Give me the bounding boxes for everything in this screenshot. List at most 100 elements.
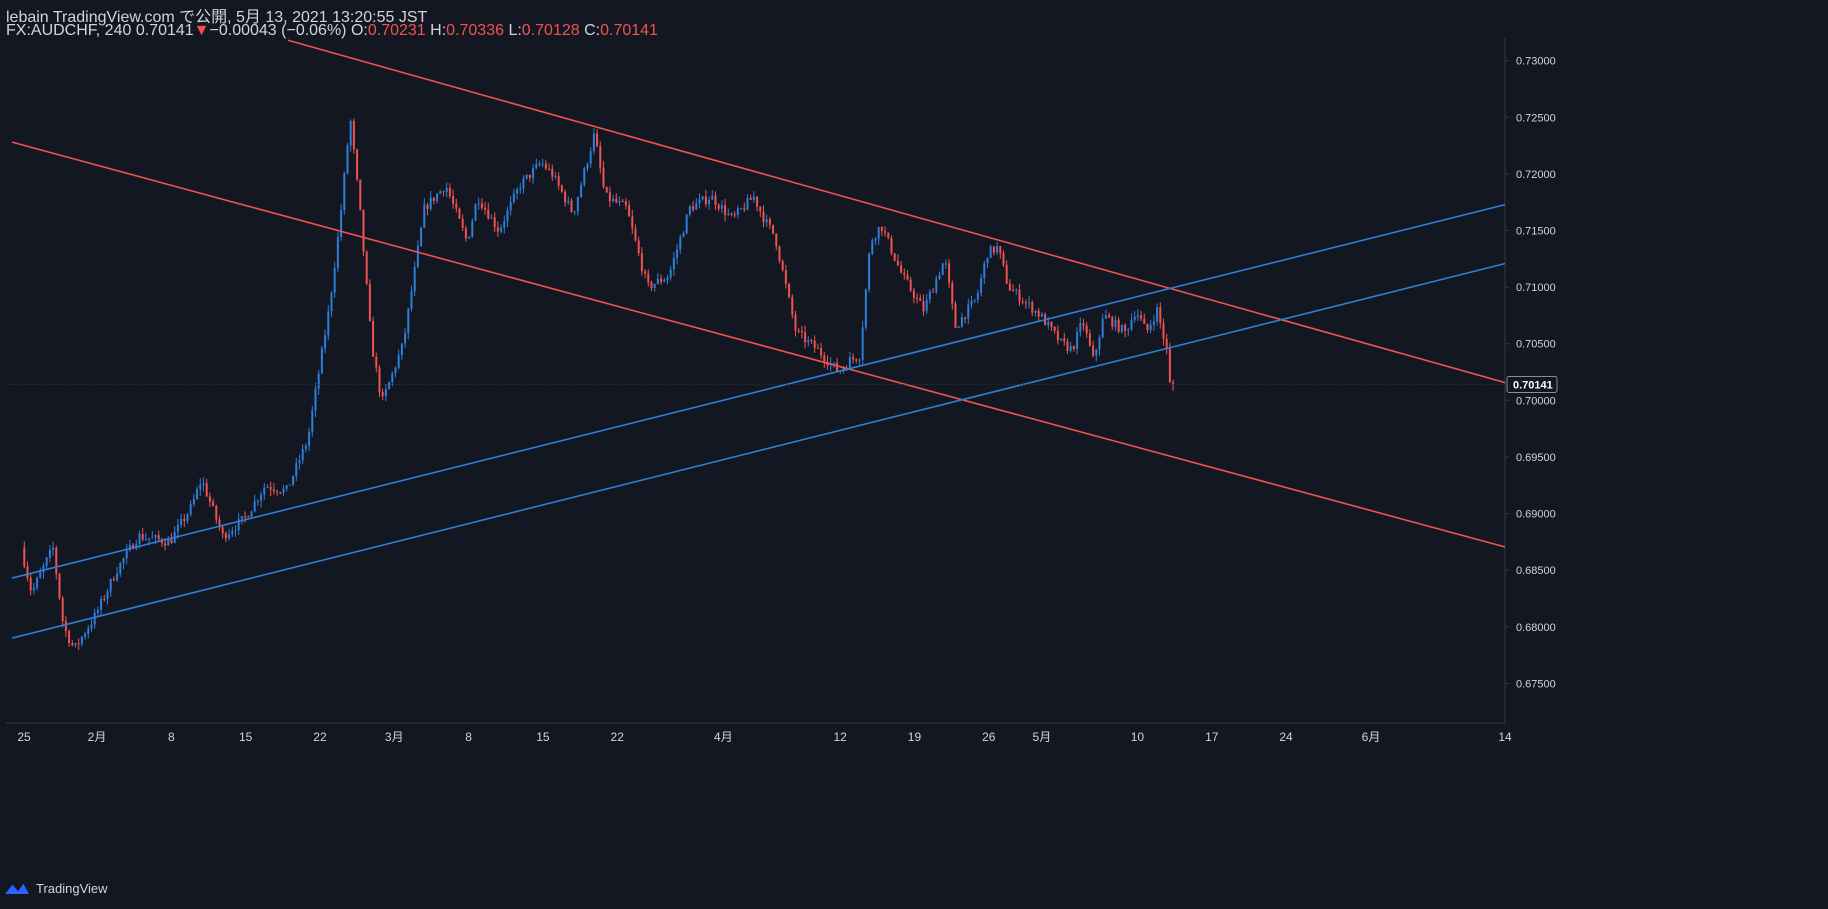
candle-body bbox=[688, 206, 691, 215]
trendline-blue[interactable] bbox=[11, 260, 1520, 639]
candle-body bbox=[42, 565, 45, 573]
candle-body bbox=[362, 209, 365, 252]
candle-body bbox=[237, 519, 240, 531]
candle-body bbox=[944, 263, 947, 265]
candle-body bbox=[506, 210, 509, 222]
candle-body bbox=[800, 330, 803, 333]
candle-body bbox=[1079, 323, 1082, 332]
y-tick-label: 0.69000 bbox=[1516, 509, 1556, 521]
last-price: 0.70141 bbox=[135, 22, 194, 39]
x-tick-label: 15 bbox=[536, 730, 550, 744]
candle-body bbox=[224, 533, 227, 539]
candle-body bbox=[1140, 315, 1143, 319]
candle-body bbox=[474, 204, 477, 221]
candle-body bbox=[234, 530, 237, 532]
candle-body bbox=[960, 317, 963, 327]
candle-body bbox=[426, 204, 429, 209]
candle-body bbox=[743, 208, 746, 210]
candle-body bbox=[394, 367, 397, 374]
candle-body bbox=[320, 348, 323, 374]
candle-body bbox=[804, 332, 807, 343]
candle-body bbox=[852, 357, 855, 360]
candle-body bbox=[349, 120, 352, 146]
candle-body bbox=[874, 238, 877, 241]
candle-body bbox=[496, 227, 499, 232]
candle-body bbox=[455, 203, 458, 209]
candle-body bbox=[304, 445, 307, 449]
candle-body bbox=[1143, 318, 1146, 324]
candle-body bbox=[685, 214, 688, 234]
candle-body bbox=[1031, 302, 1034, 313]
candle-body bbox=[733, 214, 736, 216]
candle-body bbox=[746, 198, 749, 210]
candle-body bbox=[1130, 319, 1133, 330]
candle-body bbox=[890, 237, 893, 254]
candle-body bbox=[231, 531, 234, 535]
candle-body bbox=[717, 205, 720, 209]
candle-body bbox=[400, 343, 403, 356]
candle-body bbox=[1050, 321, 1053, 327]
candle-body bbox=[333, 268, 336, 293]
candle-body bbox=[948, 263, 951, 283]
candle-body bbox=[868, 253, 871, 290]
candle-body bbox=[957, 326, 960, 328]
candle-body bbox=[615, 198, 618, 203]
candle-body bbox=[925, 299, 928, 312]
candle-body bbox=[493, 217, 496, 228]
trendline-red[interactable] bbox=[287, 39, 1520, 386]
candle-body bbox=[519, 188, 522, 190]
candle-body bbox=[132, 544, 135, 549]
candle-body bbox=[1040, 314, 1043, 317]
candle-body bbox=[480, 203, 483, 209]
candle-body bbox=[90, 624, 93, 629]
candle-body bbox=[103, 598, 106, 600]
trendline-red[interactable] bbox=[11, 141, 1520, 551]
candle-body bbox=[1101, 318, 1104, 338]
candle-body bbox=[439, 191, 442, 194]
candle-body bbox=[596, 133, 599, 147]
candle-body bbox=[541, 163, 544, 165]
candle-body bbox=[781, 260, 784, 270]
candle-body bbox=[1063, 338, 1066, 342]
candle-body bbox=[250, 511, 253, 518]
candle-body bbox=[759, 206, 762, 212]
candle-body bbox=[317, 373, 320, 389]
candle-body bbox=[1018, 289, 1021, 302]
candle-body bbox=[346, 145, 349, 174]
candle-body bbox=[599, 146, 602, 168]
candle-body bbox=[727, 213, 730, 215]
y-tick-label: 0.73000 bbox=[1516, 56, 1556, 68]
candle-body bbox=[359, 179, 362, 210]
candle-body bbox=[122, 558, 125, 563]
candle-body bbox=[791, 296, 794, 315]
candle-body bbox=[141, 534, 144, 540]
candle-body bbox=[157, 535, 160, 540]
price-change: −0.00043 (−0.06%) bbox=[209, 22, 347, 39]
candle-body bbox=[336, 237, 339, 269]
footer-brand[interactable]: TradingView bbox=[4, 880, 108, 896]
candle-body bbox=[701, 196, 704, 200]
candle-body bbox=[784, 269, 787, 284]
candle-body bbox=[720, 205, 723, 209]
candle-body bbox=[477, 203, 480, 205]
candle-body bbox=[128, 544, 131, 551]
candle-body bbox=[1172, 382, 1175, 385]
candle-body bbox=[864, 289, 867, 328]
candle-body bbox=[532, 168, 535, 178]
candle-body bbox=[1015, 289, 1018, 291]
publish-info: lebain TradingView.com で公開, 5月 13, 2021 … bbox=[6, 9, 428, 26]
candle-body bbox=[170, 539, 173, 543]
candle-body bbox=[740, 208, 743, 210]
candle-body bbox=[340, 210, 343, 238]
candle-body bbox=[724, 205, 727, 215]
candle-body bbox=[1085, 325, 1088, 334]
candle-body bbox=[154, 535, 157, 538]
candle-body bbox=[762, 211, 765, 223]
close-label: C: bbox=[584, 22, 601, 39]
candle-body bbox=[208, 496, 211, 502]
trendline-blue[interactable] bbox=[11, 201, 1520, 579]
candle-body bbox=[445, 188, 448, 193]
candle-body bbox=[352, 120, 355, 150]
candle-body bbox=[992, 246, 995, 253]
